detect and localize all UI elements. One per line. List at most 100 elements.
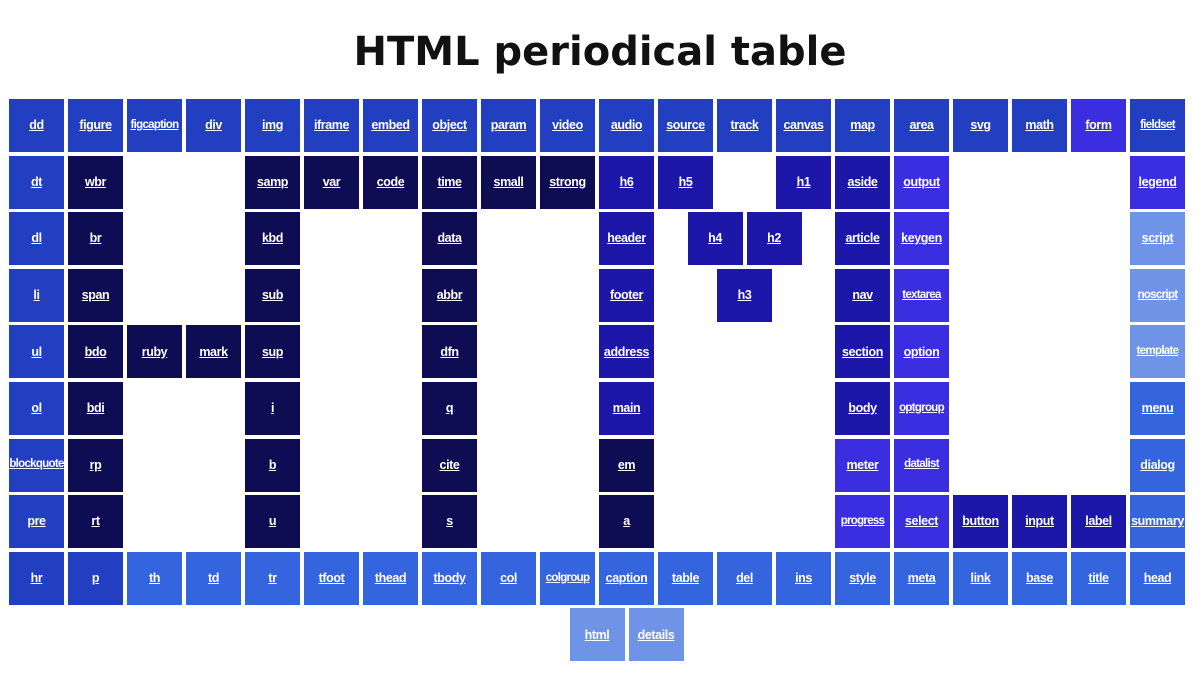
element-tile-embed[interactable]: embed: [363, 99, 418, 152]
element-tile-col[interactable]: col: [481, 551, 536, 605]
element-tile-ul[interactable]: ul: [9, 325, 64, 379]
element-tile-aside[interactable]: aside: [835, 155, 890, 209]
element-tile-math[interactable]: math: [1012, 99, 1067, 152]
element-tile-mark[interactable]: mark: [186, 325, 241, 379]
element-tile-abbr[interactable]: abbr: [422, 268, 477, 322]
element-tile-map[interactable]: map: [835, 99, 890, 152]
element-tile-bdo[interactable]: bdo: [68, 325, 123, 379]
element-tile-figure[interactable]: figure: [68, 99, 123, 152]
element-tile-footer[interactable]: footer: [599, 268, 654, 322]
element-tile-s[interactable]: s: [422, 495, 477, 549]
element-tile-code[interactable]: code: [363, 155, 418, 209]
element-tile-strong[interactable]: strong: [540, 155, 595, 209]
element-tile-h5[interactable]: h5: [658, 155, 713, 209]
element-tile-title[interactable]: title: [1071, 551, 1126, 605]
element-tile-pre[interactable]: pre: [9, 495, 64, 549]
element-tile-keygen[interactable]: keygen: [894, 212, 949, 266]
element-tile-ol[interactable]: ol: [9, 382, 64, 435]
element-tile-rt[interactable]: rt: [68, 495, 123, 549]
element-tile-section[interactable]: section: [835, 325, 890, 379]
element-tile-samp[interactable]: samp: [245, 155, 300, 209]
element-tile-output[interactable]: output: [894, 155, 949, 209]
element-tile-area[interactable]: area: [894, 99, 949, 152]
element-tile-article[interactable]: article: [835, 212, 890, 266]
element-tile-head[interactable]: head: [1130, 551, 1185, 605]
element-tile-i[interactable]: i: [245, 382, 300, 435]
element-tile-li[interactable]: li: [9, 268, 64, 322]
element-tile-kbd[interactable]: kbd: [245, 212, 300, 266]
element-tile-p[interactable]: p: [68, 551, 123, 605]
element-tile-meta[interactable]: meta: [894, 551, 949, 605]
element-tile-source[interactable]: source: [658, 99, 713, 152]
element-tile-rp[interactable]: rp: [68, 438, 123, 492]
element-tile-thead[interactable]: thead: [363, 551, 418, 605]
element-tile-h4[interactable]: h4: [687, 212, 743, 266]
element-tile-tr[interactable]: tr: [245, 551, 300, 605]
element-tile-del[interactable]: del: [717, 551, 772, 605]
element-tile-script[interactable]: script: [1130, 212, 1185, 266]
element-tile-object[interactable]: object: [422, 99, 477, 152]
element-tile-b[interactable]: b: [245, 438, 300, 492]
element-tile-caption[interactable]: caption: [599, 551, 654, 605]
element-tile-sub[interactable]: sub: [245, 268, 300, 322]
element-tile-base[interactable]: base: [1012, 551, 1067, 605]
element-tile-fieldset[interactable]: fieldset: [1130, 99, 1185, 152]
element-tile-input[interactable]: input: [1012, 495, 1067, 549]
element-tile-video[interactable]: video: [540, 99, 595, 152]
element-tile-canvas[interactable]: canvas: [776, 99, 831, 152]
element-tile-noscript[interactable]: noscript: [1130, 268, 1185, 322]
element-tile-tbody[interactable]: tbody: [422, 551, 477, 605]
element-tile-track[interactable]: track: [717, 99, 772, 152]
element-tile-q[interactable]: q: [422, 382, 477, 435]
element-tile-small[interactable]: small: [481, 155, 536, 209]
element-tile-img[interactable]: img: [245, 99, 300, 152]
element-tile-header[interactable]: header: [599, 212, 654, 266]
element-tile-svg[interactable]: svg: [953, 99, 1008, 152]
element-tile-template[interactable]: template: [1130, 325, 1185, 379]
element-tile-select[interactable]: select: [894, 495, 949, 549]
element-tile-menu[interactable]: menu: [1130, 382, 1185, 435]
element-tile-table[interactable]: table: [658, 551, 713, 605]
element-tile-span[interactable]: span: [68, 268, 123, 322]
element-tile-dialog[interactable]: dialog: [1130, 438, 1185, 492]
element-tile-dd[interactable]: dd: [9, 99, 64, 152]
element-tile-html[interactable]: html: [569, 608, 625, 662]
element-tile-sup[interactable]: sup: [245, 325, 300, 379]
element-tile-bdi[interactable]: bdi: [68, 382, 123, 435]
element-tile-figcaption[interactable]: figcaption: [127, 99, 182, 152]
element-tile-cite[interactable]: cite: [422, 438, 477, 492]
element-tile-h1[interactable]: h1: [776, 155, 831, 209]
element-tile-u[interactable]: u: [245, 495, 300, 549]
element-tile-form[interactable]: form: [1071, 99, 1126, 152]
element-tile-td[interactable]: td: [186, 551, 241, 605]
element-tile-main[interactable]: main: [599, 382, 654, 435]
element-tile-style[interactable]: style: [835, 551, 890, 605]
element-tile-br[interactable]: br: [68, 212, 123, 266]
element-tile-em[interactable]: em: [599, 438, 654, 492]
element-tile-iframe[interactable]: iframe: [304, 99, 359, 152]
element-tile-hr[interactable]: hr: [9, 551, 64, 605]
element-tile-h3[interactable]: h3: [717, 268, 772, 322]
element-tile-dfn[interactable]: dfn: [422, 325, 477, 379]
element-tile-summary[interactable]: summary: [1130, 495, 1185, 549]
element-tile-body[interactable]: body: [835, 382, 890, 435]
element-tile-var[interactable]: var: [304, 155, 359, 209]
element-tile-legend[interactable]: legend: [1130, 155, 1185, 209]
element-tile-audio[interactable]: audio: [599, 99, 654, 152]
element-tile-h6[interactable]: h6: [599, 155, 654, 209]
element-tile-tfoot[interactable]: tfoot: [304, 551, 359, 605]
element-tile-th[interactable]: th: [127, 551, 182, 605]
element-tile-div[interactable]: div: [186, 99, 241, 152]
element-tile-address[interactable]: address: [599, 325, 654, 379]
element-tile-meter[interactable]: meter: [835, 438, 890, 492]
element-tile-option[interactable]: option: [894, 325, 949, 379]
element-tile-dl[interactable]: dl: [9, 212, 64, 266]
element-tile-ruby[interactable]: ruby: [127, 325, 182, 379]
element-tile-datalist[interactable]: datalist: [894, 438, 949, 492]
element-tile-button[interactable]: button: [953, 495, 1008, 549]
element-tile-colgroup[interactable]: colgroup: [540, 551, 595, 605]
element-tile-dt[interactable]: dt: [9, 155, 64, 209]
element-tile-a[interactable]: a: [599, 495, 654, 549]
element-tile-optgroup[interactable]: optgroup: [894, 382, 949, 435]
element-tile-data[interactable]: data: [422, 212, 477, 266]
